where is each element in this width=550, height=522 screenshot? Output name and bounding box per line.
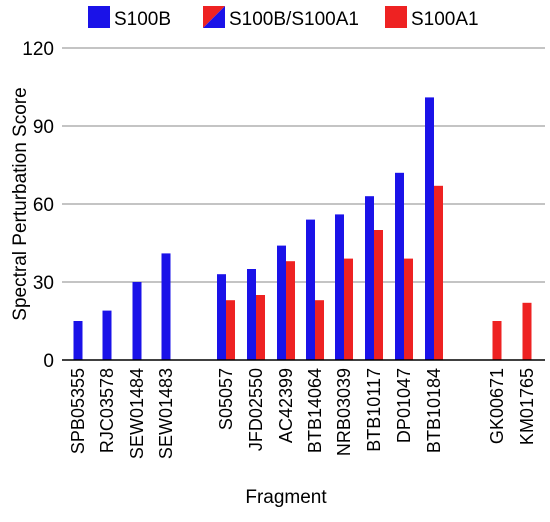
y-tick-label-90: 90 xyxy=(33,117,54,138)
bar-s100b-jfd02550 xyxy=(247,269,256,360)
x-tick-label-dp01047: DP01047 xyxy=(394,368,414,443)
y-tick-label-0: 0 xyxy=(43,351,54,372)
bar-s100a1-jfd02550 xyxy=(256,295,265,360)
bar-s100b-rjc03578 xyxy=(102,310,112,360)
x-tick-label-ac42399: AC42399 xyxy=(276,368,296,443)
bar-s100b-btb14064 xyxy=(306,219,315,360)
bar-s100b-btb10184 xyxy=(425,97,434,361)
x-tick-label-btb14064: BTB14064 xyxy=(305,368,325,453)
gridlines xyxy=(62,47,545,283)
x-tick-label-rjc03578: RJC03578 xyxy=(97,368,117,453)
x-tick-label-btb10117: BTB10117 xyxy=(364,368,384,452)
bar-s100a1-btb10184 xyxy=(434,185,443,360)
x-tick-label-btb10184: BTB10184 xyxy=(424,368,444,453)
bar-s100a1-km01765 xyxy=(522,302,532,360)
bar-s100b-ac42399 xyxy=(277,245,286,360)
y-tick-label-60: 60 xyxy=(33,195,54,216)
x-tick-label-gk00671: GK00671 xyxy=(487,368,507,444)
x-tick-label-spb05355: SPB05355 xyxy=(68,368,88,454)
x-tick-label-jfd02550: JFD02550 xyxy=(246,368,266,451)
x-tick-label-nrb03039: NRB03039 xyxy=(334,368,354,456)
bar-s100a1-ac42399 xyxy=(286,261,295,360)
legend-label-s100b: S100B xyxy=(114,9,171,30)
legend-label-s100b-s100a1: S100B/S100A1 xyxy=(229,9,359,30)
bar-s100a1-s05057 xyxy=(226,300,235,360)
x-tick-label-sew01483: SEW01483 xyxy=(156,368,176,459)
bar-s100a1-dp01047 xyxy=(404,258,413,360)
x-axis-labels: SPB05355 RJC03578 SEW01484 SEW01483 S05057 JF… xyxy=(68,368,537,459)
bar-s100a1-gk00671 xyxy=(492,321,502,360)
bar-s100b-nrb03039 xyxy=(335,214,344,360)
bar-s100b-sew01484 xyxy=(132,282,142,360)
bar-s100b-s05057 xyxy=(217,274,226,360)
bar-s100a1-nrb03039 xyxy=(344,258,353,360)
bar-s100b-spb05355 xyxy=(73,321,83,360)
bar-s100a1-btb14064 xyxy=(315,300,324,360)
bar-s100b-sew01483 xyxy=(161,253,171,360)
y-tick-label-120: 120 xyxy=(22,39,54,60)
x-axis-title: Fragment xyxy=(245,487,327,508)
bar-s100b-btb10117 xyxy=(365,196,374,360)
bar-s100b-dp01047 xyxy=(395,172,404,360)
y-axis-title: Spectral Perturbation Score xyxy=(10,87,31,320)
bars xyxy=(73,97,532,361)
x-tick-label-s05057: S05057 xyxy=(216,368,236,430)
legend-label-s100a1: S100A1 xyxy=(411,9,479,30)
legend-swatch-s100b-s100a1-blue xyxy=(203,6,225,28)
legend-swatch-s100a1 xyxy=(385,6,407,28)
x-tick-label-km01765: KM01765 xyxy=(517,368,537,445)
y-tick-label-30: 30 xyxy=(33,273,54,294)
bar-s100a1-btb10117 xyxy=(374,230,383,360)
y-axis-ticks: 0 30 60 90 120 xyxy=(22,39,54,372)
legend: S100B S100B/S100A1 S100A1 xyxy=(88,6,479,30)
legend-swatch-s100b xyxy=(88,6,110,28)
x-tick-label-sew01484: SEW01484 xyxy=(127,368,147,459)
